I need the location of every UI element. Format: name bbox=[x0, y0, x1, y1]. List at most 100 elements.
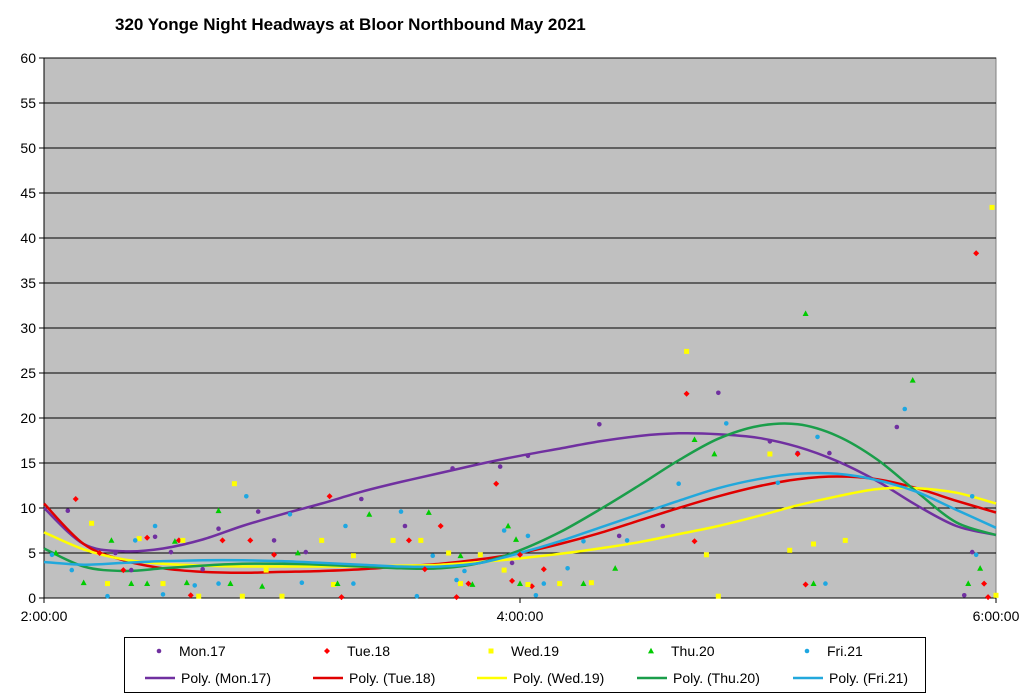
data-point bbox=[894, 424, 900, 430]
data-point bbox=[231, 481, 237, 487]
data-point bbox=[128, 567, 134, 573]
data-point bbox=[540, 566, 547, 573]
legend-item: Poly. (Fri.21) bbox=[793, 670, 908, 686]
legend-item: Wed.19 bbox=[477, 643, 559, 659]
data-point bbox=[513, 536, 520, 542]
data-point bbox=[303, 549, 309, 555]
data-point bbox=[338, 594, 345, 601]
data-point bbox=[802, 310, 809, 316]
data-point bbox=[171, 538, 178, 544]
legend: Mon.17 Tue.18 Wed.19 Thu.20 Fri.21 Poly. (Mon… bbox=[124, 637, 926, 693]
data-point bbox=[366, 511, 373, 517]
legend-label: Poly. (Tue.18) bbox=[349, 670, 436, 686]
data-point bbox=[334, 580, 341, 586]
legend-swatch bbox=[637, 676, 667, 680]
data-point bbox=[430, 553, 436, 558]
legend-item: Poly. (Tue.18) bbox=[313, 670, 435, 686]
data-point bbox=[458, 581, 463, 587]
data-point bbox=[509, 560, 515, 566]
data-point bbox=[418, 537, 424, 543]
data-point bbox=[72, 496, 79, 502]
y-tick-label: 40 bbox=[20, 230, 36, 246]
data-point bbox=[351, 581, 356, 586]
data-point bbox=[525, 533, 531, 539]
data-point bbox=[683, 390, 690, 397]
data-point bbox=[180, 537, 186, 543]
y-axis-ticks: 0 5 10 15 20 25 30 35 40 45 50 55 60 bbox=[20, 50, 996, 606]
x-axis-ticks: 2:00:00 4:00:00 6:00:00 bbox=[21, 598, 1020, 624]
data-point bbox=[196, 593, 202, 599]
data-point bbox=[691, 436, 698, 442]
data-point bbox=[624, 538, 630, 543]
data-point bbox=[136, 536, 142, 542]
data-point bbox=[525, 582, 531, 587]
data-point bbox=[533, 593, 539, 598]
data-point bbox=[152, 523, 158, 529]
legend-swatch bbox=[156, 648, 162, 654]
data-point bbox=[398, 509, 404, 514]
y-tick-label: 15 bbox=[20, 455, 36, 471]
data-point bbox=[985, 594, 992, 601]
data-point bbox=[811, 541, 817, 547]
data-point bbox=[767, 439, 773, 444]
data-point bbox=[287, 512, 293, 517]
data-point bbox=[616, 533, 622, 539]
data-point bbox=[501, 567, 507, 573]
data-point bbox=[350, 553, 356, 559]
data-point bbox=[120, 567, 127, 574]
data-point bbox=[343, 523, 348, 529]
data-point bbox=[65, 508, 71, 513]
y-tick-label: 5 bbox=[28, 545, 36, 561]
data-point bbox=[446, 550, 452, 556]
data-point bbox=[299, 580, 305, 585]
y-tick-label: 50 bbox=[20, 140, 36, 156]
legend-swatch bbox=[313, 676, 343, 680]
data-point bbox=[49, 552, 55, 558]
data-point bbox=[787, 547, 793, 553]
x-tick-label: 4:00:00 bbox=[497, 608, 544, 624]
data-point bbox=[187, 592, 194, 599]
y-tick-label: 45 bbox=[20, 185, 36, 201]
data-point bbox=[215, 507, 222, 514]
data-point bbox=[715, 593, 721, 599]
data-point bbox=[711, 450, 718, 457]
y-tick-label: 10 bbox=[20, 500, 36, 516]
data-point bbox=[469, 581, 476, 587]
data-point bbox=[96, 550, 103, 556]
data-point bbox=[691, 538, 698, 545]
data-point bbox=[144, 580, 151, 586]
data-point bbox=[497, 464, 503, 469]
data-point bbox=[271, 551, 278, 558]
data-point bbox=[597, 422, 602, 427]
data-point bbox=[108, 537, 115, 543]
data-point bbox=[168, 549, 174, 555]
data-point bbox=[723, 421, 729, 426]
data-point bbox=[977, 565, 984, 571]
data-point bbox=[227, 580, 234, 586]
legend-label: Tue.18 bbox=[347, 643, 391, 659]
legend-label: Wed.19 bbox=[511, 643, 559, 659]
data-point bbox=[52, 549, 59, 556]
data-point bbox=[525, 453, 531, 459]
y-tick-label: 55 bbox=[20, 95, 36, 111]
data-point bbox=[612, 565, 619, 571]
data-point bbox=[454, 577, 459, 583]
data-point bbox=[716, 390, 721, 396]
data-point bbox=[973, 250, 980, 257]
data-point bbox=[981, 580, 988, 587]
data-point bbox=[453, 594, 460, 601]
data-point bbox=[200, 566, 205, 572]
data-point bbox=[541, 581, 547, 586]
data-point bbox=[319, 537, 325, 543]
data-point bbox=[457, 552, 464, 559]
data-point bbox=[684, 348, 690, 354]
y-tick-label: 20 bbox=[20, 410, 36, 426]
data-point bbox=[902, 406, 908, 412]
data-point bbox=[216, 526, 221, 531]
legend-item: Poly. (Thu.20) bbox=[637, 670, 760, 686]
data-point bbox=[128, 580, 135, 586]
data-point bbox=[767, 451, 773, 457]
legend-swatch bbox=[477, 676, 507, 680]
data-point bbox=[113, 550, 118, 556]
data-point bbox=[823, 581, 828, 586]
